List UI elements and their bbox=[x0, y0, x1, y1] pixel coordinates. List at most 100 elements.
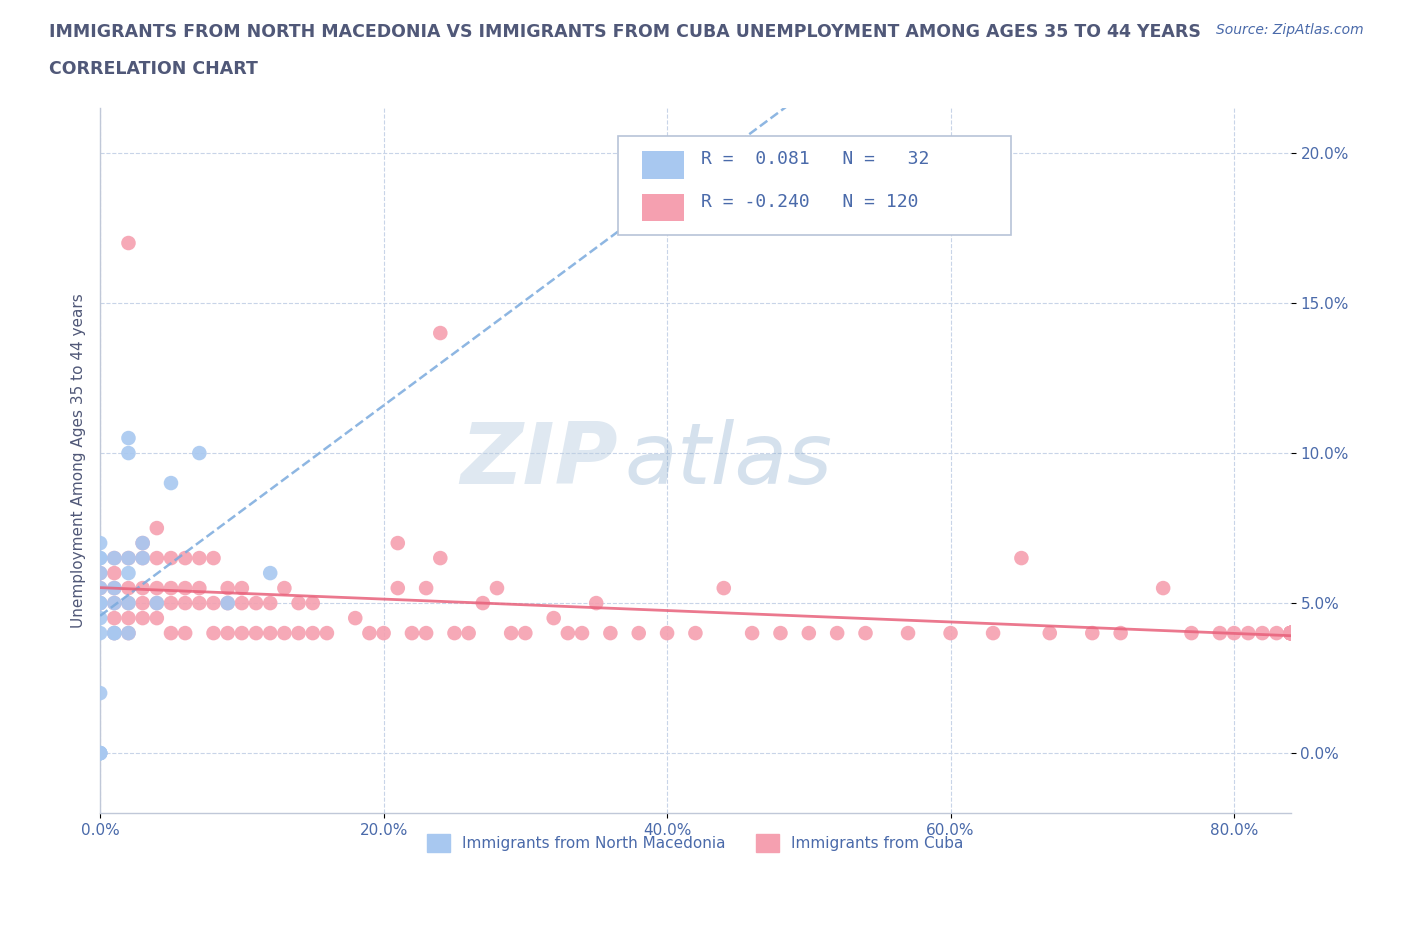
Point bbox=[117, 595, 139, 610]
Point bbox=[415, 626, 437, 641]
Point bbox=[117, 551, 139, 565]
Y-axis label: Unemployment Among Ages 35 to 44 years: Unemployment Among Ages 35 to 44 years bbox=[72, 293, 86, 628]
Point bbox=[825, 626, 848, 641]
Point bbox=[188, 595, 211, 610]
Point bbox=[585, 595, 607, 610]
Point bbox=[188, 551, 211, 565]
Point bbox=[217, 626, 239, 641]
Point bbox=[103, 551, 125, 565]
Point bbox=[117, 611, 139, 626]
Point bbox=[897, 626, 920, 641]
Point bbox=[259, 626, 281, 641]
Point bbox=[1180, 626, 1202, 641]
Point bbox=[117, 445, 139, 460]
Point bbox=[103, 580, 125, 595]
Point bbox=[1152, 580, 1174, 595]
Point bbox=[89, 551, 111, 565]
Point bbox=[1279, 626, 1302, 641]
Point bbox=[117, 431, 139, 445]
Text: R =  0.081   N =   32: R = 0.081 N = 32 bbox=[702, 151, 929, 168]
Point bbox=[344, 611, 367, 626]
Point bbox=[571, 626, 593, 641]
Point bbox=[117, 626, 139, 641]
Point bbox=[1237, 626, 1260, 641]
Text: atlas: atlas bbox=[624, 419, 832, 502]
Point bbox=[89, 595, 111, 610]
Point bbox=[131, 580, 153, 595]
Point bbox=[429, 326, 451, 340]
Text: IMMIGRANTS FROM NORTH MACEDONIA VS IMMIGRANTS FROM CUBA UNEMPLOYMENT AMONG AGES : IMMIGRANTS FROM NORTH MACEDONIA VS IMMIG… bbox=[49, 23, 1201, 41]
Point bbox=[599, 626, 621, 641]
Point bbox=[1279, 626, 1302, 641]
Point bbox=[401, 626, 423, 641]
Point bbox=[1279, 626, 1302, 641]
Point bbox=[981, 626, 1004, 641]
Text: ZIP: ZIP bbox=[460, 419, 619, 502]
Point bbox=[1039, 626, 1062, 641]
Point bbox=[655, 626, 678, 641]
Point bbox=[1279, 626, 1302, 641]
Point bbox=[174, 595, 197, 610]
Point bbox=[939, 626, 962, 641]
Point bbox=[1251, 626, 1274, 641]
Point bbox=[131, 551, 153, 565]
Point bbox=[103, 551, 125, 565]
Point bbox=[443, 626, 465, 641]
Point bbox=[471, 595, 494, 610]
Point bbox=[174, 551, 197, 565]
Point bbox=[89, 551, 111, 565]
Point bbox=[103, 565, 125, 580]
Point bbox=[457, 626, 479, 641]
Point bbox=[103, 595, 125, 610]
Point bbox=[855, 626, 877, 641]
Point bbox=[202, 626, 225, 641]
Point bbox=[1279, 626, 1302, 641]
Point bbox=[89, 595, 111, 610]
Point bbox=[89, 746, 111, 761]
Point bbox=[188, 445, 211, 460]
Point bbox=[231, 595, 253, 610]
Point bbox=[117, 551, 139, 565]
Point bbox=[273, 580, 295, 595]
Point bbox=[1279, 626, 1302, 641]
Point bbox=[146, 611, 169, 626]
Point bbox=[1279, 626, 1302, 641]
Point bbox=[217, 580, 239, 595]
Point bbox=[1279, 626, 1302, 641]
Text: CORRELATION CHART: CORRELATION CHART bbox=[49, 60, 259, 78]
Text: R = -0.240   N = 120: R = -0.240 N = 120 bbox=[702, 193, 920, 211]
Point bbox=[1279, 626, 1302, 641]
Point bbox=[89, 626, 111, 641]
Point bbox=[131, 611, 153, 626]
Bar bbox=[643, 193, 683, 220]
Point bbox=[1279, 626, 1302, 641]
Point bbox=[117, 626, 139, 641]
Point bbox=[387, 536, 409, 551]
Point bbox=[89, 746, 111, 761]
Point bbox=[103, 611, 125, 626]
Point bbox=[160, 595, 183, 610]
Point bbox=[515, 626, 537, 641]
Point bbox=[1279, 626, 1302, 641]
Point bbox=[627, 626, 650, 641]
Point bbox=[259, 565, 281, 580]
Point bbox=[769, 626, 792, 641]
Point bbox=[685, 626, 707, 641]
Point bbox=[131, 536, 153, 551]
Point bbox=[146, 595, 169, 610]
Point bbox=[359, 626, 381, 641]
Point bbox=[103, 595, 125, 610]
Point bbox=[1010, 551, 1032, 565]
Point bbox=[1279, 626, 1302, 641]
Point bbox=[202, 551, 225, 565]
Point bbox=[1081, 626, 1104, 641]
Point bbox=[89, 611, 111, 626]
Point bbox=[287, 626, 309, 641]
Point bbox=[117, 580, 139, 595]
Point bbox=[543, 611, 565, 626]
Point bbox=[217, 595, 239, 610]
Point bbox=[89, 580, 111, 595]
Point bbox=[89, 746, 111, 761]
Point bbox=[1279, 626, 1302, 641]
Point bbox=[89, 595, 111, 610]
